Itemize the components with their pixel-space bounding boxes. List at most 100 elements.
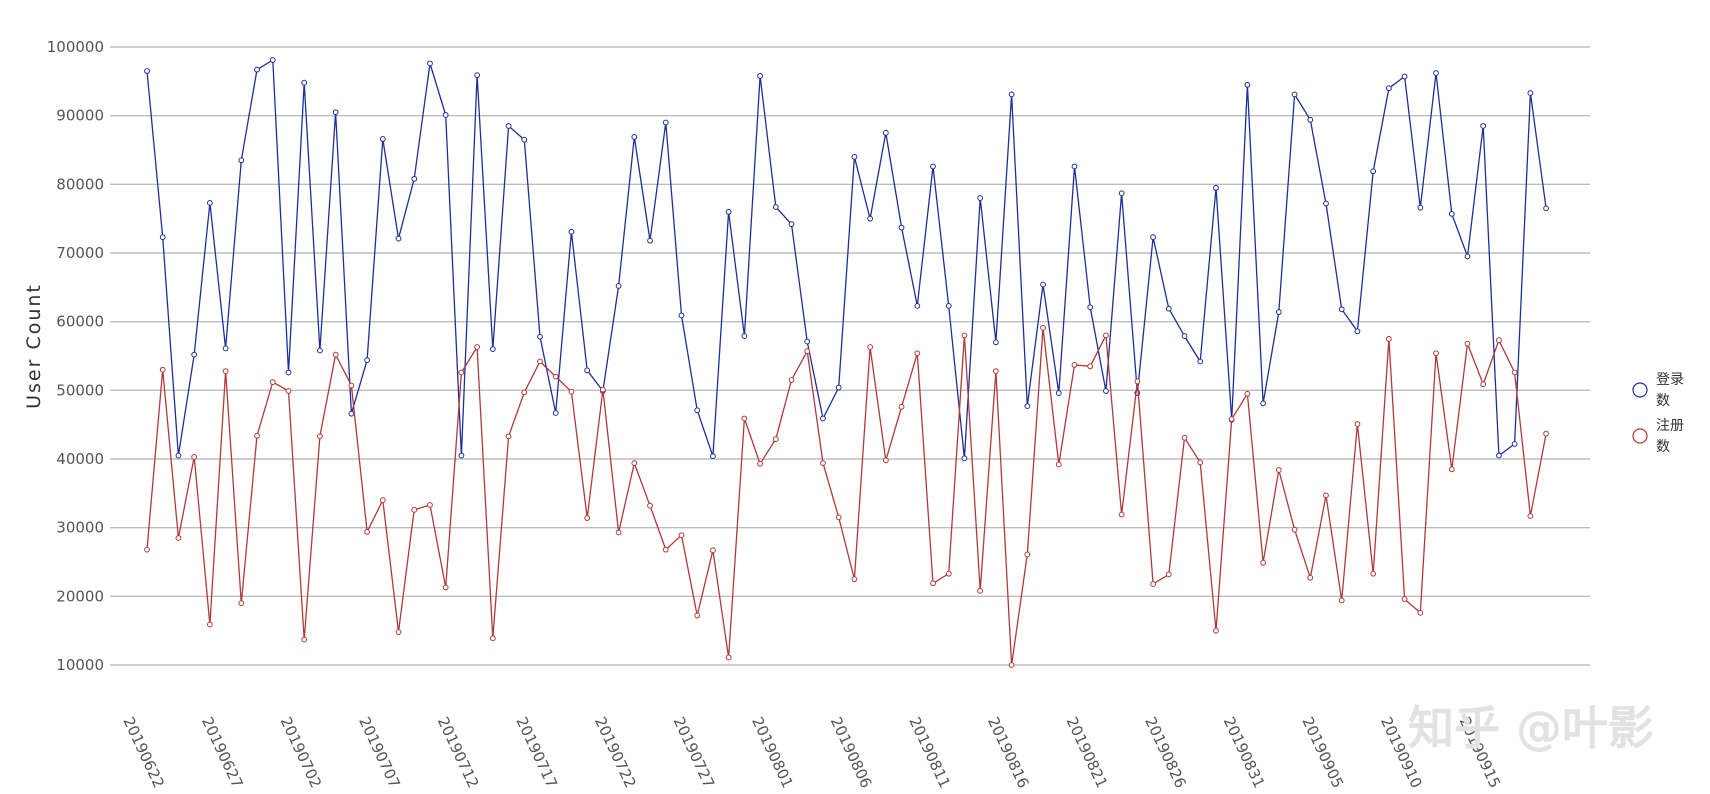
data-point[interactable] xyxy=(222,345,229,352)
data-point[interactable] xyxy=(442,112,449,118)
data-point[interactable] xyxy=(427,502,433,508)
data-point[interactable] xyxy=(489,635,496,642)
data-point[interactable] xyxy=(1244,81,1251,88)
data-point[interactable] xyxy=(977,587,984,594)
data-point[interactable] xyxy=(206,199,213,206)
data-point[interactable] xyxy=(1008,662,1015,668)
data-point[interactable] xyxy=(301,79,308,86)
data-point[interactable] xyxy=(898,224,905,231)
data-point[interactable] xyxy=(882,129,889,136)
data-point[interactable] xyxy=(238,157,245,164)
data-point[interactable] xyxy=(395,629,402,635)
data-point[interactable] xyxy=(1323,200,1329,207)
data-point[interactable] xyxy=(348,410,355,417)
data-point[interactable] xyxy=(1103,388,1109,394)
data-point[interactable] xyxy=(1480,381,1487,388)
data-point[interactable] xyxy=(442,584,449,591)
data-point[interactable] xyxy=(1511,440,1518,447)
data-point[interactable] xyxy=(1150,234,1156,241)
data-point[interactable] xyxy=(1480,123,1487,129)
data-point[interactable] xyxy=(757,72,763,79)
data-point[interactable] xyxy=(788,221,795,228)
data-point[interactable] xyxy=(710,547,716,554)
data-point[interactable] xyxy=(1040,324,1046,331)
data-point[interactable] xyxy=(851,153,858,160)
data-point[interactable] xyxy=(317,347,323,354)
data-point[interactable] xyxy=(694,407,701,414)
data-point[interactable] xyxy=(1055,390,1062,396)
data-point[interactable] xyxy=(474,344,481,350)
data-point[interactable] xyxy=(710,453,716,460)
data-point[interactable] xyxy=(804,348,811,355)
data-point[interactable] xyxy=(1197,358,1204,365)
data-point[interactable] xyxy=(1087,363,1094,370)
data-point[interactable] xyxy=(820,460,826,467)
data-point[interactable] xyxy=(961,332,968,339)
data-point[interactable] xyxy=(804,338,811,345)
data-point[interactable] xyxy=(1511,369,1518,376)
data-point[interactable] xyxy=(1464,253,1471,260)
data-point[interactable] xyxy=(1417,204,1424,211)
data-point[interactable] xyxy=(1165,305,1172,312)
data-point[interactable] xyxy=(1385,335,1392,342)
data-point[interactable] xyxy=(285,388,292,394)
data-point[interactable] xyxy=(1260,400,1267,407)
data-point[interactable] xyxy=(1307,116,1314,123)
data-point[interactable] xyxy=(552,373,559,380)
data-point[interactable] xyxy=(521,136,528,143)
data-point[interactable] xyxy=(1401,73,1408,80)
data-point[interactable] xyxy=(1448,210,1455,217)
data-point[interactable] xyxy=(647,502,653,509)
data-point[interactable] xyxy=(489,346,496,353)
data-point[interactable] xyxy=(945,570,952,577)
data-point[interactable] xyxy=(867,344,874,350)
data-point[interactable] xyxy=(678,532,685,539)
data-point[interactable] xyxy=(757,460,763,467)
data-point[interactable] xyxy=(1134,378,1141,385)
data-point[interactable] xyxy=(1118,190,1125,197)
data-point[interactable] xyxy=(647,237,653,244)
data-point[interactable] xyxy=(348,382,355,389)
data-point[interactable] xyxy=(1338,306,1345,313)
data-point[interactable] xyxy=(898,403,905,410)
data-point[interactable] xyxy=(1008,91,1015,98)
data-point[interactable] xyxy=(694,612,701,619)
data-point[interactable] xyxy=(1244,390,1251,397)
data-point[interactable] xyxy=(772,436,779,442)
data-point[interactable] xyxy=(961,455,968,462)
data-point[interactable] xyxy=(820,415,826,422)
data-point[interactable] xyxy=(175,452,182,459)
data-point[interactable] xyxy=(1213,627,1219,634)
data-point[interactable] xyxy=(269,57,276,63)
data-point[interactable] xyxy=(427,60,433,67)
data-point[interactable] xyxy=(505,123,512,129)
data-point[interactable] xyxy=(584,515,591,521)
data-point[interactable] xyxy=(1417,609,1424,616)
data-point[interactable] xyxy=(537,333,543,340)
data-point[interactable] xyxy=(1024,551,1031,558)
data-point[interactable] xyxy=(1275,309,1282,315)
data-point[interactable] xyxy=(238,600,245,607)
data-point[interactable] xyxy=(741,415,748,422)
data-point[interactable] xyxy=(788,377,795,383)
data-point[interactable] xyxy=(285,369,292,376)
data-point[interactable] xyxy=(615,529,622,536)
data-point[interactable] xyxy=(537,358,543,365)
data-point[interactable] xyxy=(159,234,166,241)
data-point[interactable] xyxy=(332,351,339,358)
data-point[interactable] xyxy=(992,368,999,375)
data-point[interactable] xyxy=(175,535,182,541)
data-point[interactable] xyxy=(364,528,370,535)
data-point[interactable] xyxy=(851,576,858,583)
data-point[interactable] xyxy=(678,312,685,319)
data-point[interactable] xyxy=(1370,570,1377,577)
data-point[interactable] xyxy=(1543,430,1549,437)
data-point[interactable] xyxy=(1370,168,1377,175)
data-point[interactable] xyxy=(191,454,198,460)
data-point[interactable] xyxy=(662,546,669,553)
data-point[interactable] xyxy=(301,636,308,643)
data-point[interactable] xyxy=(835,514,842,521)
data-point[interactable] xyxy=(254,66,260,73)
data-point[interactable] xyxy=(725,654,732,661)
